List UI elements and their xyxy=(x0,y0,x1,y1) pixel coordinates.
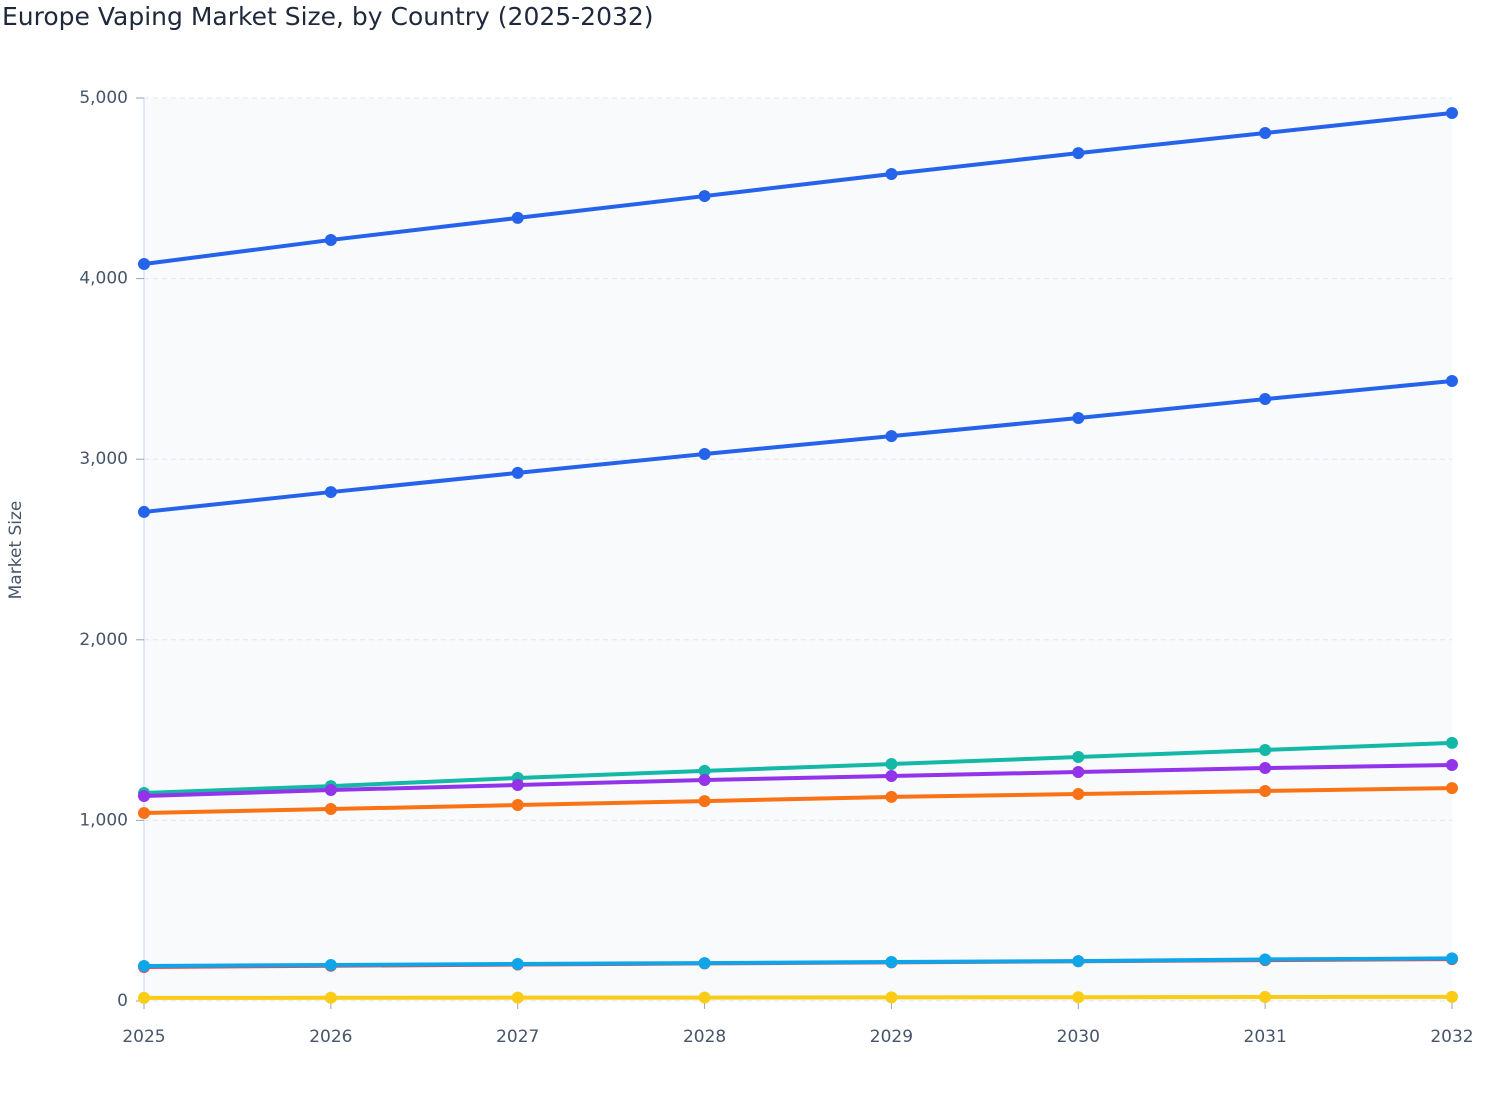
data-point xyxy=(324,486,337,499)
x-tick-label: 2026 xyxy=(309,1027,352,1047)
data-point xyxy=(1072,765,1085,778)
data-point xyxy=(324,233,337,246)
data-point xyxy=(885,758,898,771)
data-point xyxy=(1259,743,1272,756)
x-tick-label: 2031 xyxy=(1244,1027,1287,1047)
y-tick-label: 1,000 xyxy=(79,810,128,830)
data-point xyxy=(138,991,150,1004)
data-point xyxy=(511,957,524,970)
y-axis-label: Market Size xyxy=(6,501,26,600)
x-tick-label: 2028 xyxy=(683,1027,726,1047)
y-tick-label: 4,000 xyxy=(79,269,128,289)
data-point xyxy=(138,790,150,803)
data-point xyxy=(1446,952,1458,965)
data-point xyxy=(138,505,150,518)
x-tick-label: 2027 xyxy=(496,1027,539,1047)
series-line xyxy=(143,956,1453,968)
data-point xyxy=(1259,991,1272,1004)
data-point xyxy=(885,991,898,1004)
data-point xyxy=(511,211,524,224)
data-point xyxy=(138,959,150,972)
data-point xyxy=(1446,990,1458,1003)
y-tick-label: 0 xyxy=(117,991,128,1011)
data-point xyxy=(1446,758,1458,771)
data-point xyxy=(324,959,337,972)
y-tick-label: 2,000 xyxy=(79,630,128,650)
data-point xyxy=(1259,953,1272,966)
data-point xyxy=(1072,147,1085,160)
data-point xyxy=(324,991,337,1004)
data-point xyxy=(1259,784,1272,797)
y-tick-label: 3,000 xyxy=(79,449,128,469)
data-point xyxy=(885,955,898,968)
series-line xyxy=(143,379,1453,514)
y-tick-label: 5,000 xyxy=(79,88,128,108)
data-point xyxy=(324,803,337,816)
series-line xyxy=(143,994,1453,1000)
data-point xyxy=(1446,782,1458,795)
data-point xyxy=(1072,955,1085,968)
data-point xyxy=(1446,375,1458,388)
data-point xyxy=(138,806,150,819)
data-point xyxy=(1259,393,1272,406)
data-point xyxy=(511,799,524,812)
data-point xyxy=(885,769,898,782)
x-tick-label: 2030 xyxy=(1057,1027,1100,1047)
x-tick-label: 2032 xyxy=(1430,1027,1473,1047)
plot-background xyxy=(144,98,1452,1001)
data-point xyxy=(511,991,524,1004)
data-point xyxy=(138,257,150,270)
data-point xyxy=(698,795,711,808)
data-point xyxy=(1072,991,1085,1004)
series-line xyxy=(143,786,1453,815)
data-point xyxy=(1259,127,1272,140)
data-point xyxy=(698,190,711,203)
chart-title: Europe Vaping Market Size, by Country (2… xyxy=(2,2,654,31)
data-point xyxy=(885,168,898,181)
data-point xyxy=(698,773,711,786)
data-point xyxy=(1259,762,1272,775)
data-point xyxy=(698,447,711,460)
data-point xyxy=(1446,106,1458,119)
data-point xyxy=(698,991,711,1004)
x-tick-label: 2025 xyxy=(122,1027,165,1047)
data-point xyxy=(324,784,337,797)
series-line xyxy=(143,740,1453,795)
data-point xyxy=(885,430,898,443)
data-point xyxy=(1072,751,1085,764)
data-point xyxy=(698,764,711,777)
data-point xyxy=(1446,736,1458,749)
x-tick-label: 2029 xyxy=(870,1027,913,1047)
data-point xyxy=(1072,788,1085,801)
data-point xyxy=(511,466,524,479)
data-point xyxy=(511,779,524,792)
data-point xyxy=(885,790,898,803)
data-point xyxy=(1072,412,1085,425)
series-line xyxy=(143,762,1453,799)
data-point xyxy=(698,957,711,970)
series-line xyxy=(143,111,1453,266)
